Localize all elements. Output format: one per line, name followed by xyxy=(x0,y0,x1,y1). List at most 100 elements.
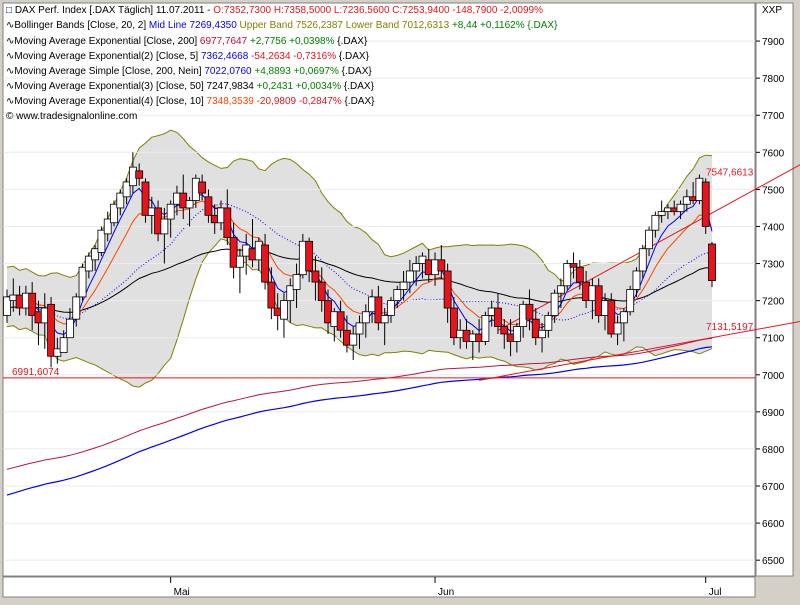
candle-body[interactable] xyxy=(657,211,666,216)
candle-body[interactable] xyxy=(317,281,326,302)
candle-body[interactable] xyxy=(267,281,276,309)
y-tick-label: 7700 xyxy=(762,111,785,122)
candle-body[interactable] xyxy=(557,285,565,294)
candle-body[interactable] xyxy=(84,255,93,272)
candle-body[interactable] xyxy=(550,292,559,316)
candle-body[interactable] xyxy=(204,196,213,216)
annotation-trend-lower: 7131,5197 xyxy=(706,322,754,333)
candle-body[interactable] xyxy=(3,296,11,316)
legend-ema50: ∿Moving Average Exponential(3) [Close, 5… xyxy=(6,81,375,92)
candle-body[interactable] xyxy=(198,181,207,194)
y-tick-label: 7500 xyxy=(762,185,785,196)
candle-body[interactable] xyxy=(166,203,175,220)
candle-body[interactable] xyxy=(638,248,647,272)
ema200-line xyxy=(6,337,713,470)
candle-body[interactable] xyxy=(59,337,68,353)
axis-area xyxy=(755,2,794,577)
candle-body[interactable] xyxy=(481,315,490,342)
candle-body[interactable] xyxy=(160,218,169,235)
candle-body[interactable] xyxy=(525,303,534,320)
candle-body[interactable] xyxy=(708,243,716,282)
ema10-icon: ∿ xyxy=(6,96,14,107)
candle-body[interactable] xyxy=(380,315,389,324)
y-tick-label: 7800 xyxy=(762,74,785,85)
candle-body[interactable] xyxy=(349,333,358,346)
candle-body[interactable] xyxy=(122,181,131,198)
candle-body[interactable] xyxy=(512,326,521,342)
candle-body[interactable] xyxy=(28,292,37,316)
axis-symbol: XXP xyxy=(762,5,782,16)
candle-body[interactable] xyxy=(393,289,402,302)
candle-body[interactable] xyxy=(229,237,238,268)
candle-body[interactable] xyxy=(450,307,458,339)
candle-body[interactable] xyxy=(97,229,106,253)
sma200-icon: ∿ xyxy=(6,66,14,77)
candle-body[interactable] xyxy=(280,300,288,320)
candle-body[interactable] xyxy=(544,315,553,331)
candle-body[interactable] xyxy=(569,263,578,268)
candle-body[interactable] xyxy=(361,311,370,324)
candle-body[interactable] xyxy=(110,203,118,224)
candle-body[interactable] xyxy=(336,311,345,331)
candle-body[interactable] xyxy=(292,274,301,290)
candle-body[interactable] xyxy=(676,203,685,213)
candle-body[interactable] xyxy=(399,281,408,290)
y-tick-label: 6500 xyxy=(762,556,785,567)
candle-body[interactable] xyxy=(66,318,74,339)
sma200-line xyxy=(6,346,713,496)
candle-body[interactable] xyxy=(619,311,628,324)
candle-body[interactable] xyxy=(651,214,660,231)
candle-body[interactable] xyxy=(613,322,622,335)
candle-body[interactable] xyxy=(387,300,395,316)
candle-body[interactable] xyxy=(531,318,540,339)
candle-body[interactable] xyxy=(72,296,81,320)
candle-body[interactable] xyxy=(311,270,320,283)
legend-bollinger: ∿Bollinger Bands [Close, 20, 2] Mid Line… xyxy=(6,20,558,31)
candle-body[interactable] xyxy=(261,244,269,283)
trend-line-lower[interactable] xyxy=(479,319,800,381)
candle-body[interactable] xyxy=(563,263,572,287)
candle-body[interactable] xyxy=(141,181,150,216)
candle-body[interactable] xyxy=(405,270,414,283)
candle-body[interactable] xyxy=(185,200,194,209)
y-tick-label: 6800 xyxy=(762,445,785,456)
y-tick-label: 6600 xyxy=(762,519,785,530)
candle-body[interactable] xyxy=(305,240,314,272)
candle-body[interactable] xyxy=(355,322,364,335)
y-tick-label: 7600 xyxy=(762,148,785,159)
candle-body[interactable] xyxy=(103,218,112,235)
candle-body[interactable] xyxy=(374,296,383,324)
candle-body[interactable] xyxy=(538,329,546,339)
candle-body[interactable] xyxy=(91,248,100,261)
candle-body[interactable] xyxy=(645,229,653,250)
candle-body[interactable] xyxy=(626,289,635,313)
legend-title-icon: □ xyxy=(6,5,15,16)
candle-body[interactable] xyxy=(500,326,509,335)
candle-body[interactable] xyxy=(443,270,452,309)
candle-body[interactable] xyxy=(135,170,144,179)
candle-body[interactable] xyxy=(412,263,421,272)
ema50-icon: ∿ xyxy=(6,81,14,92)
candle-body[interactable] xyxy=(437,259,446,272)
candle-body[interactable] xyxy=(47,303,55,357)
copyright[interactable]: © www.tradesignalonline.com xyxy=(6,111,137,122)
candle-body[interactable] xyxy=(701,181,710,227)
legend-ema5: ∿Moving Average Exponential(2) [Close, 5… xyxy=(6,51,370,62)
candle-body[interactable] xyxy=(286,285,295,302)
candle-body[interactable] xyxy=(78,266,87,298)
candle-body[interactable] xyxy=(116,192,125,209)
candle-body[interactable] xyxy=(223,207,232,238)
candle-body[interactable] xyxy=(494,307,502,327)
y-tick-label: 7900 xyxy=(762,37,785,48)
legend-sma200: ∿Moving Average Simple [Close, 200, Nein… xyxy=(6,66,372,77)
candle-body[interactable] xyxy=(607,300,616,335)
y-tick-label: 6700 xyxy=(762,482,785,493)
candle-body[interactable] xyxy=(575,266,584,283)
y-tick-label: 7200 xyxy=(762,297,785,308)
trend-line-upper[interactable] xyxy=(497,158,800,331)
month-label-jun: Jun xyxy=(438,587,454,598)
legend-ema200: ∿Moving Average Exponential [Close, 200]… xyxy=(6,36,368,47)
candle-body[interactable] xyxy=(236,255,244,268)
candle-body[interactable] xyxy=(632,270,641,290)
